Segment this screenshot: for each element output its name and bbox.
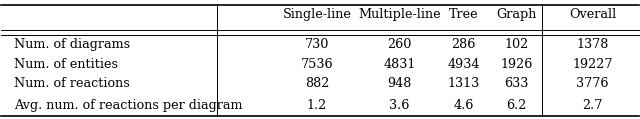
Text: Overall: Overall bbox=[569, 8, 616, 21]
Text: Graph: Graph bbox=[496, 8, 536, 21]
Text: 2.7: 2.7 bbox=[582, 99, 603, 112]
Text: Multiple-line: Multiple-line bbox=[358, 8, 441, 21]
Text: 1378: 1378 bbox=[577, 38, 609, 51]
Text: 3.6: 3.6 bbox=[390, 99, 410, 112]
Text: 3776: 3776 bbox=[577, 77, 609, 90]
Text: Num. of reactions: Num. of reactions bbox=[14, 77, 130, 90]
Text: 4.6: 4.6 bbox=[453, 99, 474, 112]
Text: 286: 286 bbox=[451, 38, 476, 51]
Text: 948: 948 bbox=[387, 77, 412, 90]
Text: Single-line: Single-line bbox=[282, 8, 351, 21]
Text: Num. of diagrams: Num. of diagrams bbox=[14, 38, 131, 51]
Text: 1926: 1926 bbox=[500, 58, 532, 71]
Text: 19227: 19227 bbox=[573, 58, 613, 71]
Text: Num. of entities: Num. of entities bbox=[14, 58, 118, 71]
Text: 882: 882 bbox=[305, 77, 329, 90]
Text: 1313: 1313 bbox=[447, 77, 479, 90]
Text: 6.2: 6.2 bbox=[506, 99, 527, 112]
Text: 1.2: 1.2 bbox=[307, 99, 327, 112]
Text: 633: 633 bbox=[504, 77, 529, 90]
Text: Tree: Tree bbox=[449, 8, 478, 21]
Text: 102: 102 bbox=[504, 38, 529, 51]
Text: 4934: 4934 bbox=[447, 58, 479, 71]
Text: 4831: 4831 bbox=[383, 58, 416, 71]
Text: 7536: 7536 bbox=[301, 58, 333, 71]
Text: Avg. num. of reactions per diagram: Avg. num. of reactions per diagram bbox=[14, 99, 243, 112]
Text: 730: 730 bbox=[305, 38, 329, 51]
Text: 260: 260 bbox=[387, 38, 412, 51]
